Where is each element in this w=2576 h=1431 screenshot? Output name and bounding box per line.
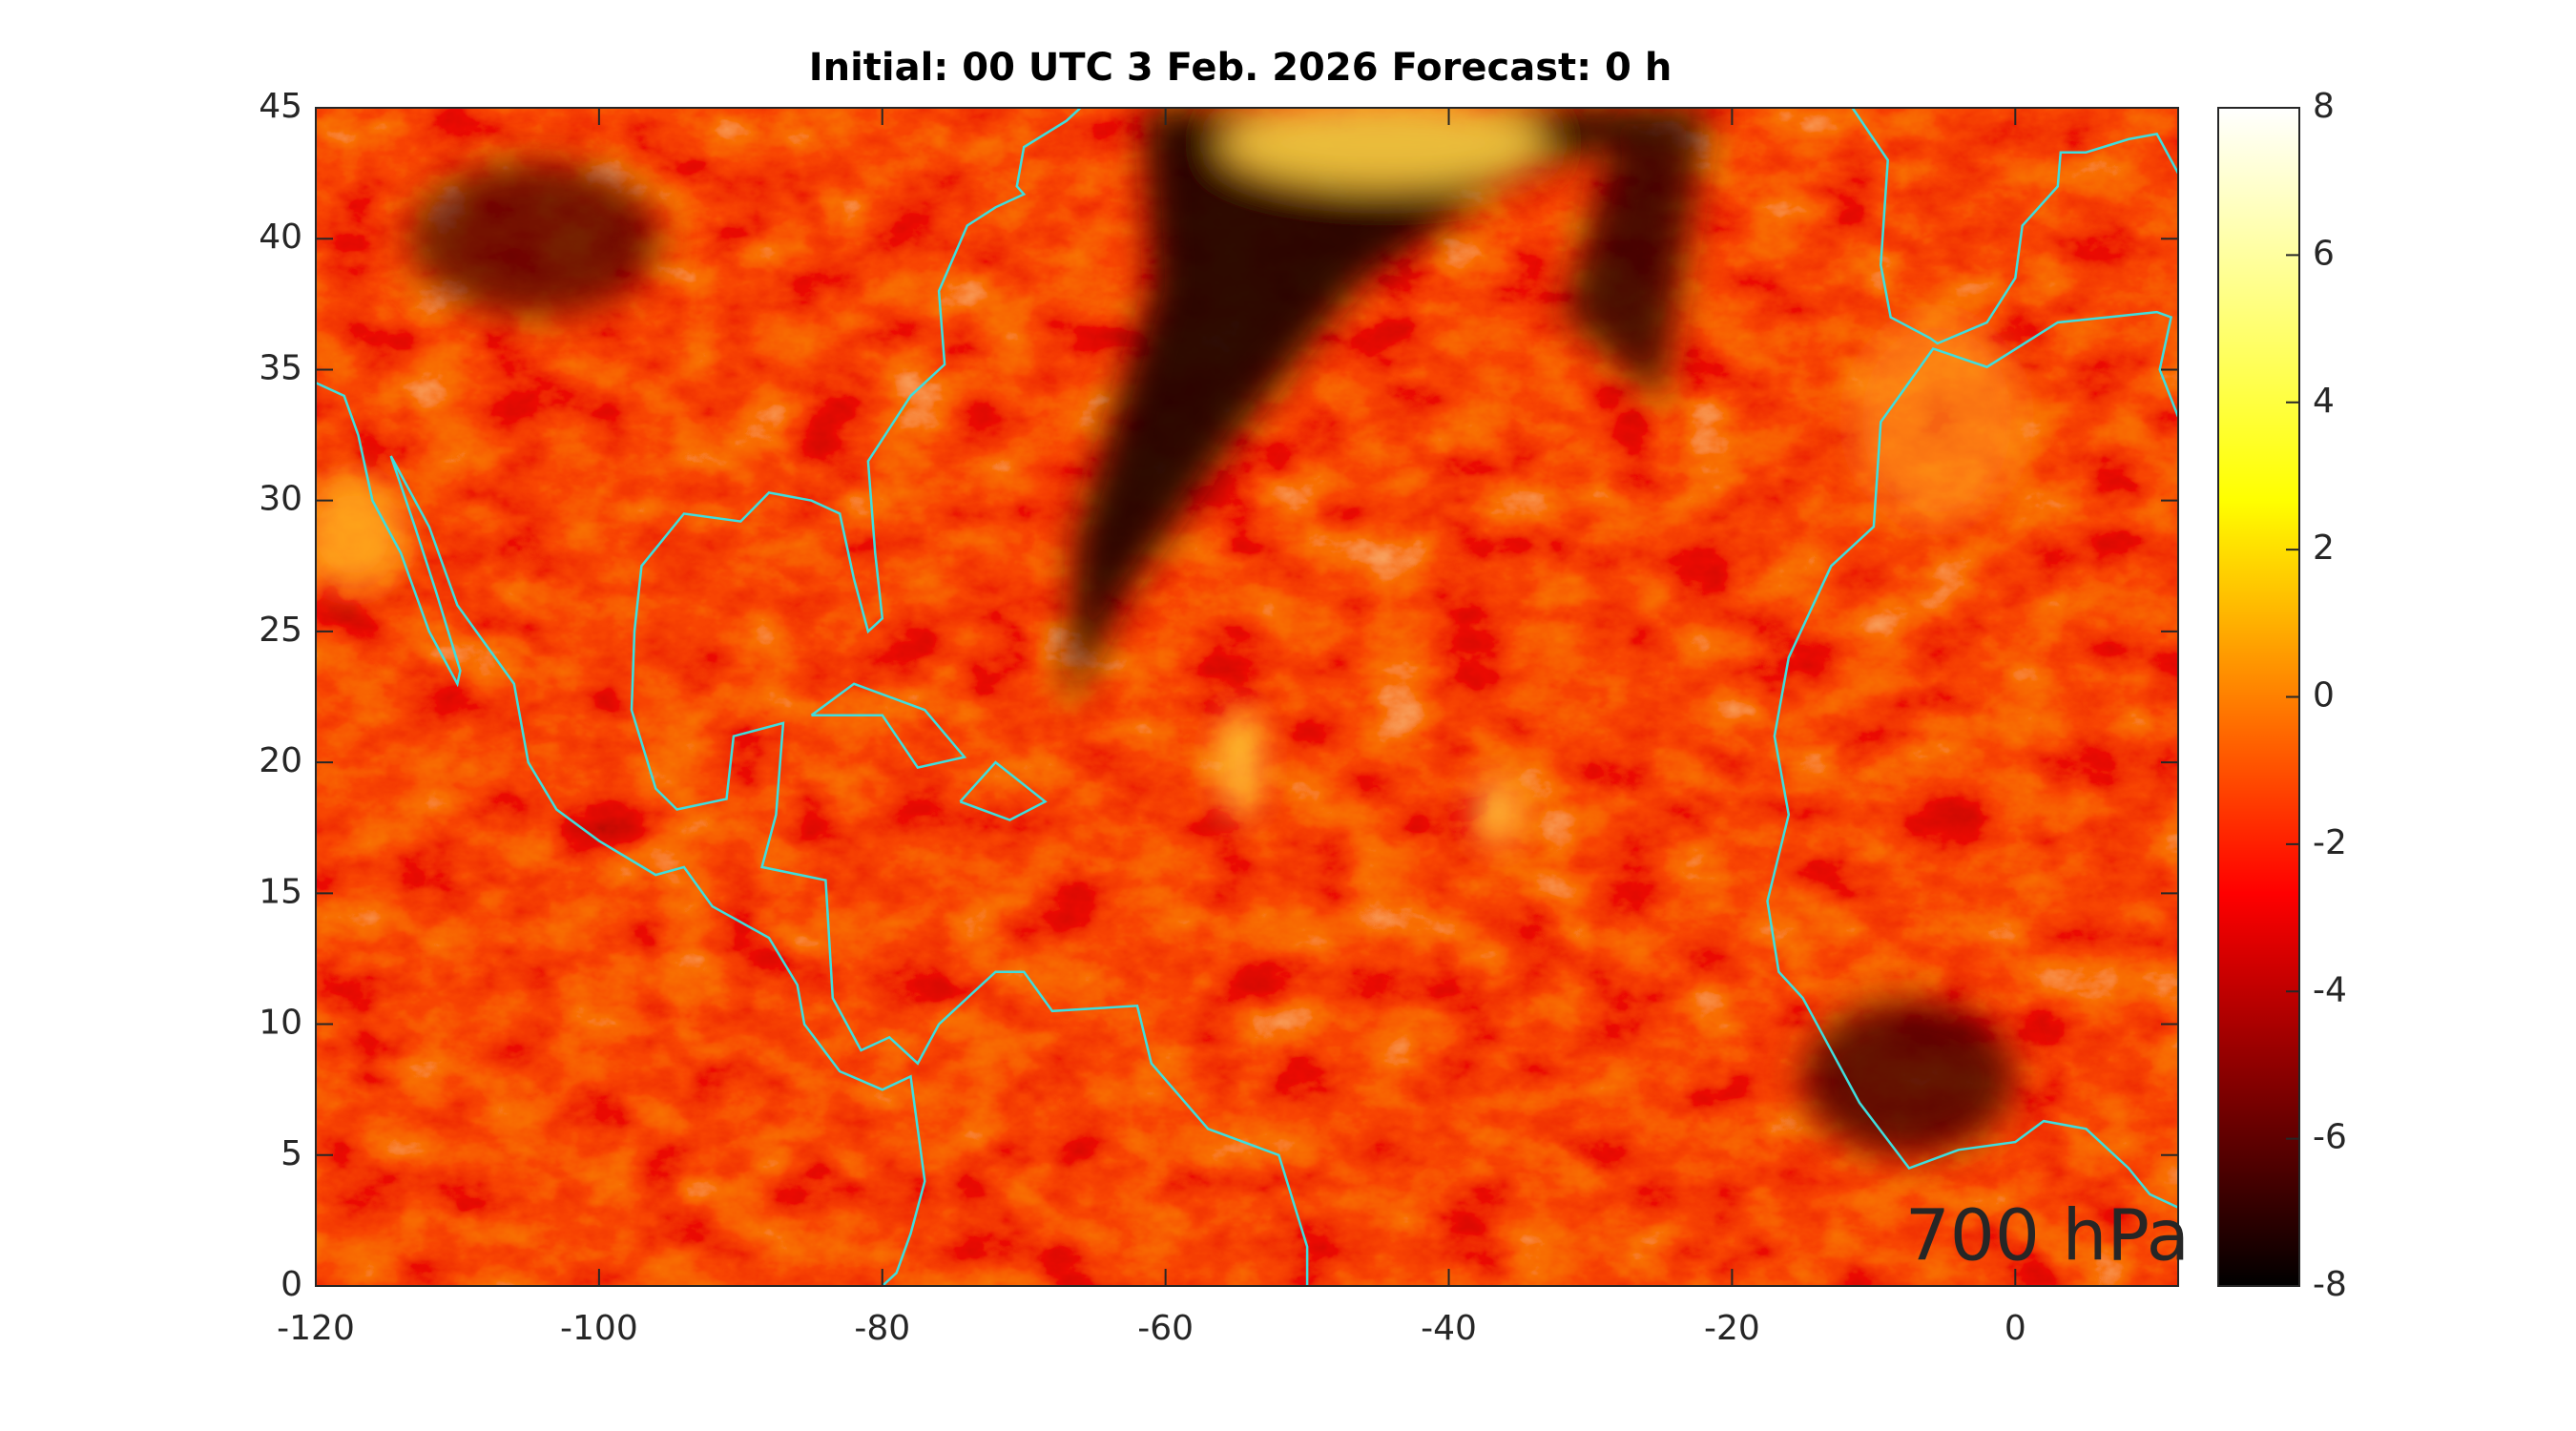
coastline: [1851, 108, 2178, 345]
y-tick-label: 25: [259, 611, 302, 650]
colorbar-tick-label: 0: [2313, 676, 2335, 716]
y-tick-label: 0: [280, 1265, 302, 1304]
x-tick-label: -20: [1704, 1309, 1760, 1348]
coastline: [630, 108, 1309, 1286]
colorbar: [2217, 107, 2300, 1287]
coastline: [810, 682, 967, 770]
colorbar-tick-label: 6: [2313, 234, 2335, 273]
plot-frame: [315, 107, 2179, 1287]
colorbar-tick-label: -2: [2313, 823, 2347, 862]
y-tick-label: 5: [280, 1134, 302, 1173]
field-features: [316, 108, 2023, 1154]
coastline: [959, 760, 1048, 821]
colorbar-tick-label: 4: [2313, 382, 2335, 421]
annotation: 700 hPa: [1905, 1195, 2190, 1277]
y-tick-label: 20: [259, 741, 302, 780]
x-tick-label: -40: [1421, 1309, 1477, 1348]
colorbar-tick-label: -6: [2313, 1118, 2347, 1157]
coastline: [316, 382, 926, 1286]
x-tick-label: -80: [854, 1309, 910, 1348]
x-tick-label: 0: [2005, 1309, 2026, 1348]
x-tick-label: -120: [277, 1309, 355, 1348]
y-tick-label: 30: [259, 480, 302, 519]
chart-title: Initial: 00 UTC 3 Feb. 2026 Forecast: 0 …: [809, 46, 1672, 90]
colorbar-tick-label: -8: [2313, 1265, 2347, 1304]
colorbar-tick-label: 8: [2313, 87, 2335, 126]
field: [316, 108, 2178, 1286]
y-tick-label: 45: [259, 87, 302, 126]
x-tick-label: -60: [1137, 1309, 1194, 1348]
y-tick-label: 15: [259, 872, 302, 911]
y-tick-label: 10: [259, 1004, 302, 1043]
x-tick-label: -100: [560, 1309, 638, 1348]
y-tick-label: 35: [259, 348, 302, 387]
colorbar-tick-label: -4: [2313, 970, 2347, 1009]
coastlines: [316, 108, 2178, 1286]
colorbar-tick-label: 2: [2313, 529, 2335, 568]
coastline: [1766, 310, 2178, 1209]
y-tick-label: 40: [259, 218, 302, 257]
